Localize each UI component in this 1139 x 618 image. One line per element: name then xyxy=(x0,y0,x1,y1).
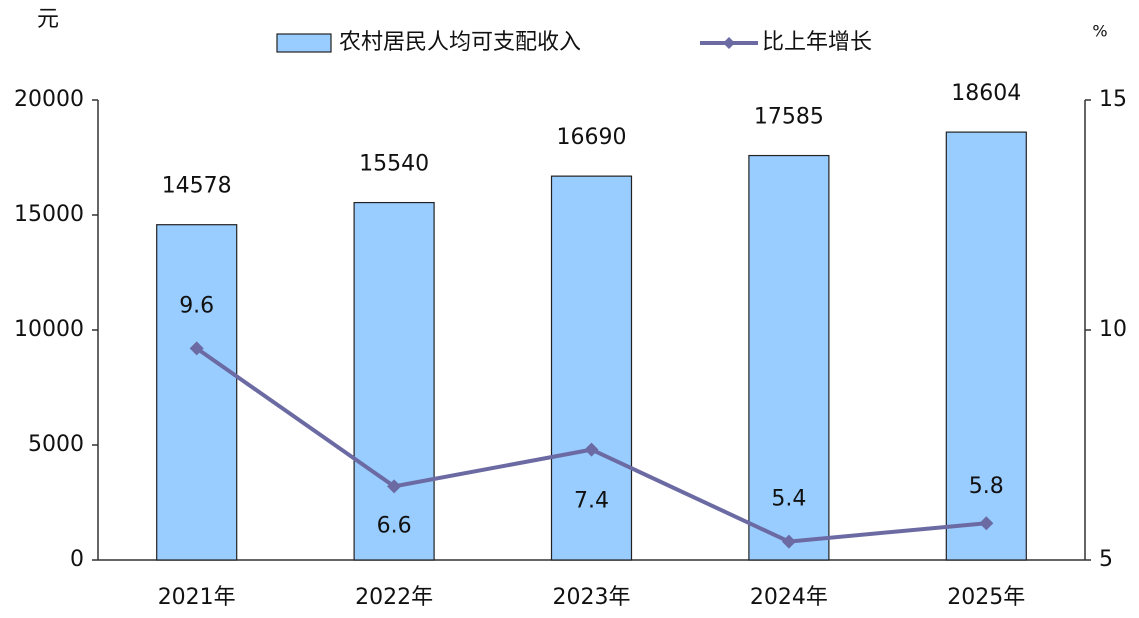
y-tick-label: 20000 xyxy=(14,87,84,112)
bar-value-label: 16690 xyxy=(557,125,627,150)
y-tick-label: 15000 xyxy=(14,202,84,227)
bar xyxy=(748,154,830,561)
legend-swatch xyxy=(276,33,332,53)
y-tick-label: 0 xyxy=(70,547,84,572)
bar-value-label: 15540 xyxy=(359,152,429,177)
y-tick-label: 5000 xyxy=(28,432,84,457)
line-marker xyxy=(189,341,204,356)
y2-unit: % xyxy=(1092,22,1107,41)
y2-tick-label: 5 xyxy=(1099,547,1113,572)
bar-value-label: 17585 xyxy=(754,105,824,130)
line-marker xyxy=(979,516,994,531)
bar xyxy=(353,201,435,561)
line-value-label: 9.6 xyxy=(179,293,214,318)
y-unit: 元 xyxy=(37,7,59,32)
x-tick-label: 2021年 xyxy=(158,585,236,610)
x-tick-label: 2024年 xyxy=(750,585,828,610)
x-tick-label: 2025年 xyxy=(947,585,1025,610)
line-marker xyxy=(584,442,599,457)
bar xyxy=(156,224,238,561)
x-tick-label: 2023年 xyxy=(553,585,631,610)
y-tick-label: 10000 xyxy=(14,317,84,342)
line-marker xyxy=(387,479,402,494)
x-tick-label: 2022年 xyxy=(355,585,433,610)
line-value-label: 6.6 xyxy=(377,513,412,538)
bar xyxy=(550,175,633,561)
line-value-label: 7.4 xyxy=(574,489,609,514)
bar-value-label: 14578 xyxy=(162,174,232,199)
bar-value-label: 18604 xyxy=(951,81,1021,106)
legend-label: 比上年增长 xyxy=(762,30,872,55)
line-value-label: 5.4 xyxy=(771,487,806,512)
legend-marker xyxy=(723,37,735,49)
line-value-label: 5.8 xyxy=(969,474,1004,499)
y2-tick-label: 15 xyxy=(1099,87,1127,112)
y2-tick-label: 10 xyxy=(1099,317,1127,342)
line-marker xyxy=(781,534,796,549)
legend-label: 农村居民人均可支配收入 xyxy=(339,30,581,55)
bar xyxy=(945,131,1027,561)
